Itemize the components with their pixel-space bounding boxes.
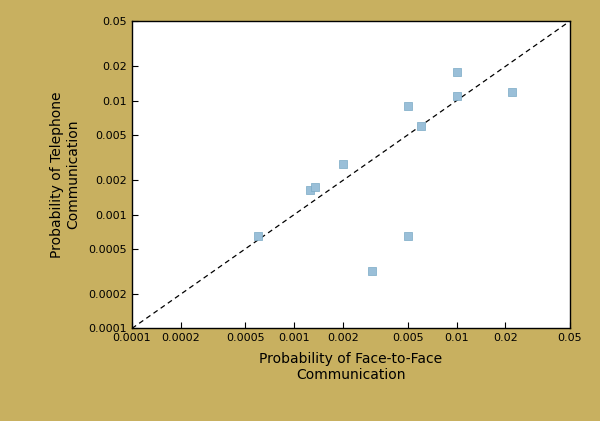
Point bbox=[311, 184, 320, 190]
Point bbox=[416, 123, 425, 129]
Point bbox=[305, 187, 315, 193]
Point bbox=[508, 88, 517, 95]
Y-axis label: Probability of Telephone
Communication: Probability of Telephone Communication bbox=[50, 91, 80, 258]
Point bbox=[367, 267, 377, 274]
Point bbox=[253, 232, 263, 239]
Point bbox=[403, 102, 413, 109]
Point bbox=[338, 160, 348, 167]
Point bbox=[452, 68, 461, 75]
Point bbox=[452, 93, 461, 99]
X-axis label: Probability of Face-to-Face
Communication: Probability of Face-to-Face Communicatio… bbox=[259, 352, 443, 382]
Point bbox=[403, 232, 413, 239]
